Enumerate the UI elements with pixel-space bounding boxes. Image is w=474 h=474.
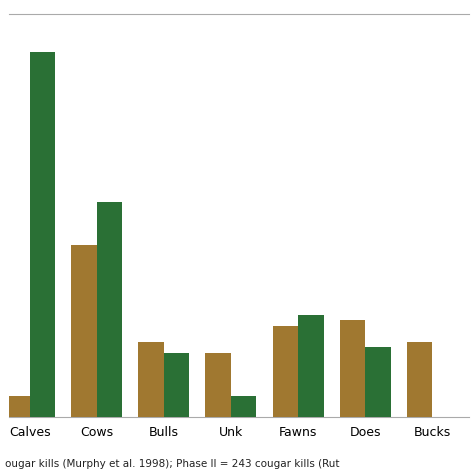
Bar bbox=[231, 396, 256, 417]
Bar bbox=[365, 347, 391, 417]
Bar bbox=[164, 353, 190, 417]
Text: ougar kills (Murphy et al. 1998); Phase II = 243 cougar kills (Rut: ougar kills (Murphy et al. 1998); Phase … bbox=[5, 459, 339, 469]
Bar bbox=[29, 52, 55, 417]
Bar bbox=[71, 245, 97, 417]
Bar bbox=[407, 342, 432, 417]
Bar bbox=[97, 202, 122, 417]
Bar bbox=[138, 342, 164, 417]
Bar bbox=[205, 353, 231, 417]
Bar bbox=[340, 320, 365, 417]
Bar bbox=[298, 315, 324, 417]
Bar bbox=[4, 396, 29, 417]
Bar bbox=[273, 326, 298, 417]
